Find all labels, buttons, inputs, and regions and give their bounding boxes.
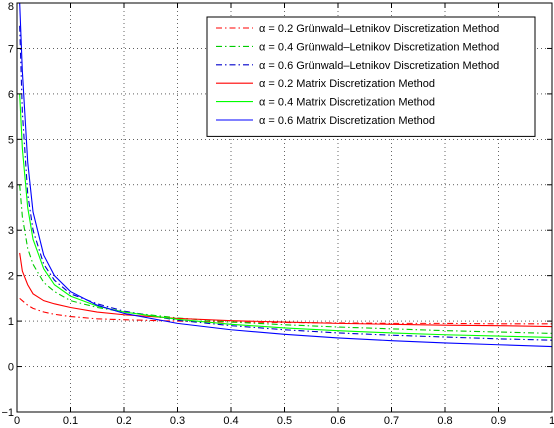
series-lines xyxy=(19,2,553,348)
y-tick-label: 7 xyxy=(8,43,14,55)
y-tick-label: 0 xyxy=(8,362,14,374)
y-tick-label: 2 xyxy=(8,271,14,283)
x-tick-label: 0.3 xyxy=(170,415,185,427)
series-line-4 xyxy=(19,252,553,328)
y-tick-label: 4 xyxy=(8,180,14,192)
legend-label-4: α = 0.2 Matrix Discretization Method xyxy=(259,78,435,90)
y-tick-label: 5 xyxy=(8,134,14,146)
legend: α = 0.2 Grünwald–Letnikov Discretization… xyxy=(206,16,536,137)
legend-label-3: α = 0.6 Grünwald–Letnikov Discretization… xyxy=(259,60,499,72)
y-tick-label: 6 xyxy=(8,89,14,101)
x-tick-label: 0.2 xyxy=(116,415,131,427)
series-line-5 xyxy=(19,93,553,339)
legend-label-1: α = 0.2 Grünwald–Letnikov Discretization… xyxy=(259,23,499,35)
series-line-6 xyxy=(19,2,553,348)
x-tick-label: 0.6 xyxy=(330,415,345,427)
x-tick-label: 0.8 xyxy=(437,415,452,427)
series-line-3 xyxy=(19,25,553,341)
legend-label-2: α = 0.4 Grünwald–Letnikov Discretization… xyxy=(259,41,499,53)
x-tick-label: 0.1 xyxy=(63,415,78,427)
legend-label-6: α = 0.6 Matrix Discretization Method xyxy=(259,115,435,127)
legend-box xyxy=(206,16,536,137)
legend-label-5: α = 0.4 Matrix Discretization Method xyxy=(259,97,435,109)
y-tick-label: 3 xyxy=(8,225,14,237)
x-tick-label: 0.5 xyxy=(277,415,292,427)
y-tick-label: 1 xyxy=(8,316,14,328)
x-tick-label: 0.4 xyxy=(223,415,238,427)
series-line-1 xyxy=(19,297,552,325)
x-tick-label: 0.7 xyxy=(384,415,399,427)
x-tick-label: 0 xyxy=(14,415,20,427)
x-tick-label: 1 xyxy=(549,415,554,427)
y-tick-label: −1 xyxy=(1,407,14,419)
x-tick-label: 0.9 xyxy=(491,415,506,427)
y-tick-label: 8 xyxy=(8,1,14,13)
